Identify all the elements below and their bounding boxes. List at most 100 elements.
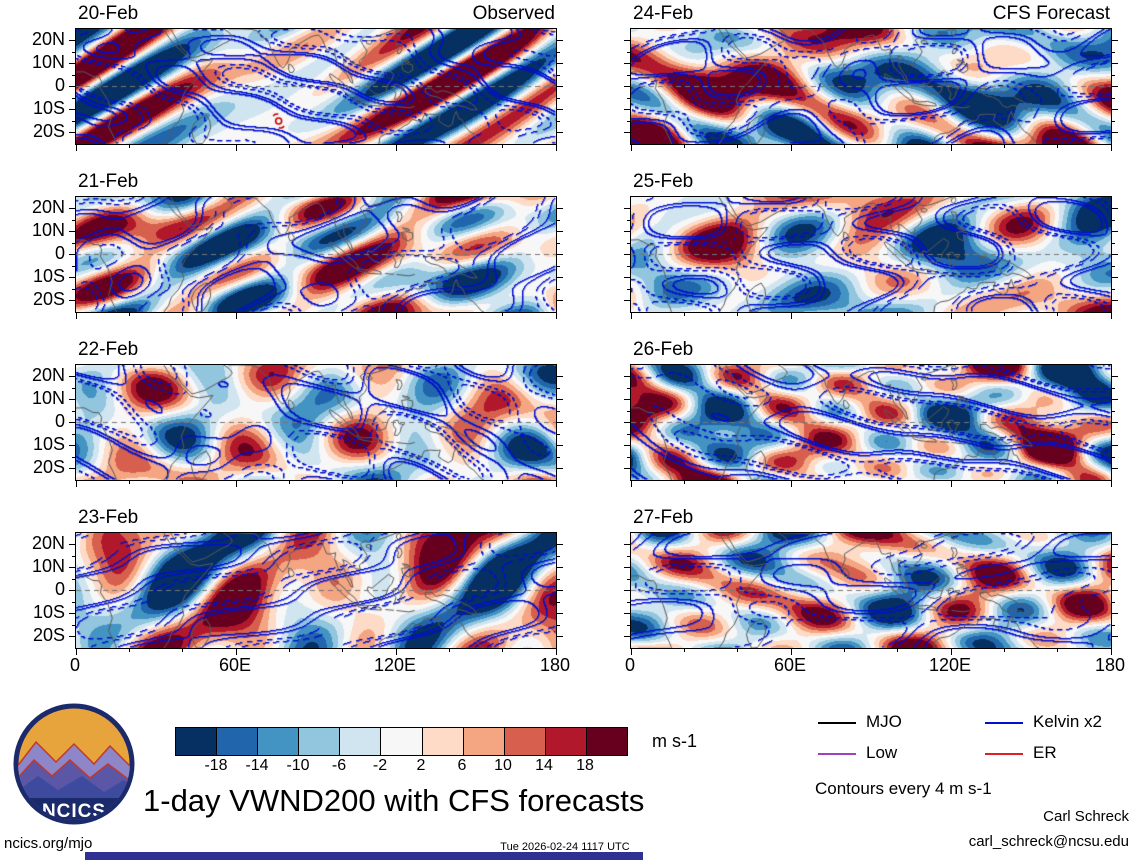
colorbar-units-label: m s-1 [652,731,697,751]
lat-tick [624,254,631,255]
footer-bar [85,852,643,860]
lat-tick-label: 0 [54,578,65,599]
lon-tick [1110,480,1112,487]
footer-site-link[interactable]: ncics.org/mjo [4,835,93,852]
lon-minor-tick [897,312,899,316]
lon-tick [950,144,952,151]
lat-tick-label: 0 [54,74,65,95]
lat-tick [1111,63,1118,64]
lon-minor-tick [897,648,899,652]
lat-tick [556,109,563,110]
lon-minor-tick [448,312,450,316]
lat-tick-label: 20N [31,364,65,385]
lat-minor-tick [1111,74,1115,76]
lat-tick [1111,277,1118,278]
colorbar-segment [381,728,423,755]
lon-minor-tick [128,648,130,652]
lat-tick-label: 20N [31,28,65,49]
map-canvas-23-Feb [76,533,556,648]
lat-tick [69,231,76,232]
lat-tick [69,544,76,545]
panel-date-label: 27-Feb [633,507,694,528]
lat-tick [624,109,631,110]
lat-tick [69,468,76,469]
lon-tick [235,648,237,655]
lon-tick [950,648,952,655]
lat-tick [624,468,631,469]
colorbar-tick-label: -14 [245,757,269,774]
lat-tick [624,63,631,64]
lon-minor-tick [1057,312,1059,316]
lat-minor-tick [556,242,560,244]
lon-tick [395,480,397,487]
lon-minor-tick [1057,480,1059,484]
lon-tick [1110,144,1112,151]
lat-tick [1111,613,1118,614]
lon-minor-tick [1057,648,1059,652]
lon-minor-tick [128,312,130,316]
lon-minor-tick [897,144,899,148]
legend-line-low [818,753,856,755]
lat-tick [624,567,631,568]
lat-tick-label: 10N [31,555,65,576]
lat-tick [624,300,631,301]
lat-minor-tick [556,555,560,557]
lat-tick-label: 20N [31,532,65,553]
lat-tick [556,86,563,87]
lat-tick [624,399,631,400]
lat-minor-tick [627,387,631,389]
lat-minor-tick [556,433,560,435]
lat-minor-tick [627,265,631,267]
map-canvas-25-Feb [631,197,1111,312]
colorbar-tick-label: -2 [372,757,388,774]
lat-tick [624,208,631,209]
lon-minor-tick [182,312,184,316]
legend-label-mjo: MJO [866,712,902,731]
lon-tick-label: 120E [373,655,417,675]
lat-tick [69,254,76,255]
lon-minor-tick [1003,648,1005,652]
lat-tick [1111,399,1118,400]
lat-minor-tick [72,387,76,389]
lat-minor-tick [556,288,560,290]
lon-minor-tick [737,480,739,484]
lat-tick [556,40,563,41]
legend-line-er [985,753,1023,755]
lon-tick [1110,648,1112,655]
lat-tick [69,40,76,41]
colorbar-tick-label: 14 [535,757,553,774]
map-panel-23-Feb [69,532,563,655]
lon-tick [1110,312,1112,319]
lat-minor-tick [72,219,76,221]
lon-minor-tick [182,144,184,148]
lat-minor-tick [72,601,76,603]
lat-tick [69,109,76,110]
map-panel-24-Feb [624,28,1118,151]
lon-tick [555,312,557,319]
lon-tick [790,648,792,655]
lon-minor-tick [737,312,739,316]
lon-minor-tick [448,480,450,484]
lon-minor-tick [288,480,290,484]
lon-tick [790,480,792,487]
lat-minor-tick [72,433,76,435]
lat-minor-tick [72,288,76,290]
lon-tick [75,144,77,151]
colorbar-segment [217,728,259,755]
lat-minor-tick [627,410,631,412]
lat-minor-tick [627,97,631,99]
colorbar-tick-label: 10 [494,757,512,774]
colorbar-segment [504,728,546,755]
lon-tick [630,144,632,151]
lat-tick [1111,132,1118,133]
lat-tick [1111,109,1118,110]
lat-minor-tick [1111,555,1115,557]
lon-minor-tick [502,312,504,316]
lat-tick [556,445,563,446]
lat-tick [1111,86,1118,87]
lat-tick [624,376,631,377]
lon-minor-tick [1003,312,1005,316]
lat-tick [69,63,76,64]
footer-email-link[interactable]: carl_schreck@ncsu.edu [968,833,1129,850]
